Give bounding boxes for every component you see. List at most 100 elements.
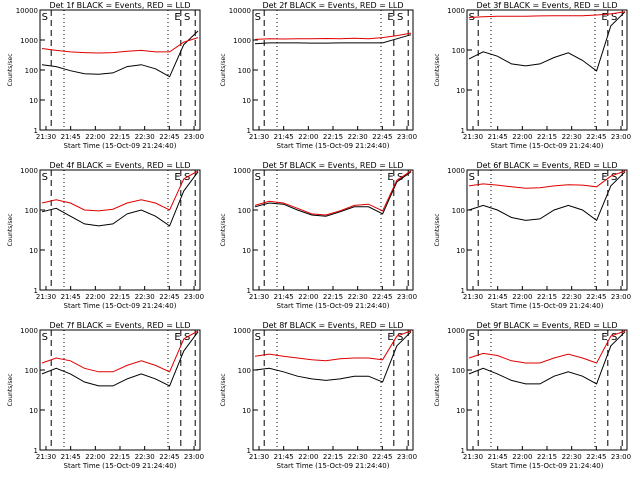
- marker-label: S: [397, 332, 403, 343]
- x-tick-label: 22:15: [323, 293, 343, 301]
- x-tick-label: 21:45: [274, 133, 294, 141]
- marker-label: E: [387, 172, 393, 183]
- x-tick-label: 21:30: [463, 293, 483, 301]
- x-tick-label: 22:00: [85, 133, 105, 141]
- marker-label: S: [469, 332, 475, 343]
- x-axis-label: Start Time (15-Oct-09 21:24:40): [491, 302, 604, 310]
- chart-title: Det 9f BLACK = Events, RED = LLD: [476, 321, 617, 330]
- marker-label: S: [255, 12, 261, 23]
- marker-label: S: [611, 12, 617, 23]
- x-tick-label: 21:45: [61, 133, 81, 141]
- x-tick-label: 22:45: [586, 453, 606, 461]
- x-tick-label: 22:30: [562, 453, 582, 461]
- panel-9: Det 9f BLACK = Events, RED = LLD Counts/s…: [434, 321, 631, 470]
- chart-title: Det 5f BLACK = Events, RED = LLD: [262, 161, 403, 170]
- x-tick-label: 22:45: [159, 133, 179, 141]
- x-tick-label: 22:45: [372, 133, 392, 141]
- lld-series-line: [41, 170, 199, 212]
- x-tick-label: 22:15: [110, 133, 130, 141]
- chart-title: Det 8f BLACK = Events, RED = LLD: [262, 321, 403, 330]
- y-tick-label: 1000: [233, 327, 251, 335]
- x-tick-label: 22:30: [135, 293, 155, 301]
- x-tick-label: 22:00: [512, 293, 532, 301]
- y-axis-label: Counts/sec: [434, 213, 441, 246]
- y-tick-label: 100: [238, 207, 251, 215]
- x-tick-label: 22:30: [562, 293, 582, 301]
- y-tick-label: 100: [238, 67, 251, 75]
- marker-label: S: [469, 172, 475, 183]
- y-tick-label: 10: [456, 247, 465, 255]
- y-tick-label: 1: [247, 287, 251, 295]
- marker-label: E: [174, 172, 180, 183]
- chart-title: Det 6f BLACK = Events, RED = LLD: [476, 161, 617, 170]
- x-tick-label: 22:00: [512, 453, 532, 461]
- events-series-line: [41, 30, 199, 78]
- x-tick-label: 22:15: [537, 293, 557, 301]
- lld-series-line: [468, 11, 626, 18]
- x-axis-label: Start Time (15-Oct-09 21:24:40): [64, 142, 177, 150]
- x-tick-label: 22:45: [372, 453, 392, 461]
- x-tick-label: 22:30: [348, 453, 368, 461]
- lld-series-line: [254, 32, 412, 40]
- x-tick-label: 22:45: [159, 293, 179, 301]
- y-tick-label: 10: [456, 87, 465, 95]
- y-tick-label: 1: [34, 447, 38, 455]
- y-axis-label: Counts/sec: [220, 53, 227, 86]
- x-axis-label: Start Time (15-Oct-09 21:24:40): [491, 142, 604, 150]
- x-tick-label: 21:45: [61, 453, 81, 461]
- x-tick-label: 22:00: [85, 293, 105, 301]
- events-series-line: [468, 331, 626, 385]
- x-tick-label: 22:30: [348, 133, 368, 141]
- marker-label: S: [397, 12, 403, 23]
- x-tick-label: 22:15: [323, 133, 343, 141]
- x-tick-label: 23:00: [184, 453, 204, 461]
- marker-label: E: [601, 332, 607, 343]
- x-tick-label: 21:30: [36, 453, 56, 461]
- x-tick-label: 22:45: [586, 133, 606, 141]
- lld-series-line: [468, 170, 626, 189]
- x-axis-label: Start Time (15-Oct-09 21:24:40): [64, 462, 177, 470]
- x-tick-label: 22:45: [159, 453, 179, 461]
- marker-label: E: [387, 332, 393, 343]
- y-tick-label: 10: [29, 97, 38, 105]
- events-series-line: [41, 171, 199, 227]
- x-axis-label: Start Time (15-Oct-09 21:24:40): [277, 462, 390, 470]
- y-tick-label: 1: [34, 287, 38, 295]
- panel-3: Det 3f BLACK = Events, RED = LLD Counts/s…: [434, 1, 631, 150]
- y-tick-label: 1000: [233, 37, 251, 45]
- x-axis-label: Start Time (15-Oct-09 21:24:40): [277, 302, 390, 310]
- y-tick-label: 1000: [447, 7, 465, 15]
- x-axis-label: Start Time (15-Oct-09 21:24:40): [64, 302, 177, 310]
- x-tick-label: 22:30: [348, 293, 368, 301]
- y-axis-label: Counts/sec: [434, 373, 441, 406]
- x-tick-label: 23:00: [611, 453, 631, 461]
- panel-8: Det 8f BLACK = Events, RED = LLD Counts/s…: [220, 321, 417, 470]
- marker-label: E: [601, 12, 607, 23]
- chart-title: Det 1f BLACK = Events, RED = LLD: [49, 1, 190, 10]
- y-tick-label: 100: [25, 207, 38, 215]
- y-tick-label: 10: [456, 407, 465, 415]
- x-tick-label: 23:00: [397, 293, 417, 301]
- lld-series-line: [254, 330, 412, 362]
- y-tick-label: 1000: [447, 327, 465, 335]
- x-axis-label: Start Time (15-Oct-09 21:24:40): [277, 142, 390, 150]
- y-tick-label: 1000: [20, 167, 38, 175]
- x-tick-label: 21:45: [274, 453, 294, 461]
- marker-label: S: [42, 332, 48, 343]
- marker-label: E: [387, 12, 393, 23]
- y-tick-label: 1000: [447, 167, 465, 175]
- x-tick-label: 23:00: [184, 293, 204, 301]
- events-series-line: [254, 171, 412, 217]
- x-tick-label: 23:00: [184, 133, 204, 141]
- x-tick-label: 22:00: [298, 293, 318, 301]
- y-tick-label: 1000: [20, 37, 38, 45]
- y-tick-label: 10: [242, 407, 251, 415]
- x-tick-label: 23:00: [611, 133, 631, 141]
- y-tick-label: 1000: [20, 327, 38, 335]
- y-tick-label: 1000: [233, 167, 251, 175]
- events-series-line: [468, 171, 626, 222]
- events-series-line: [468, 11, 626, 72]
- chart-title: Det 2f BLACK = Events, RED = LLD: [262, 1, 403, 10]
